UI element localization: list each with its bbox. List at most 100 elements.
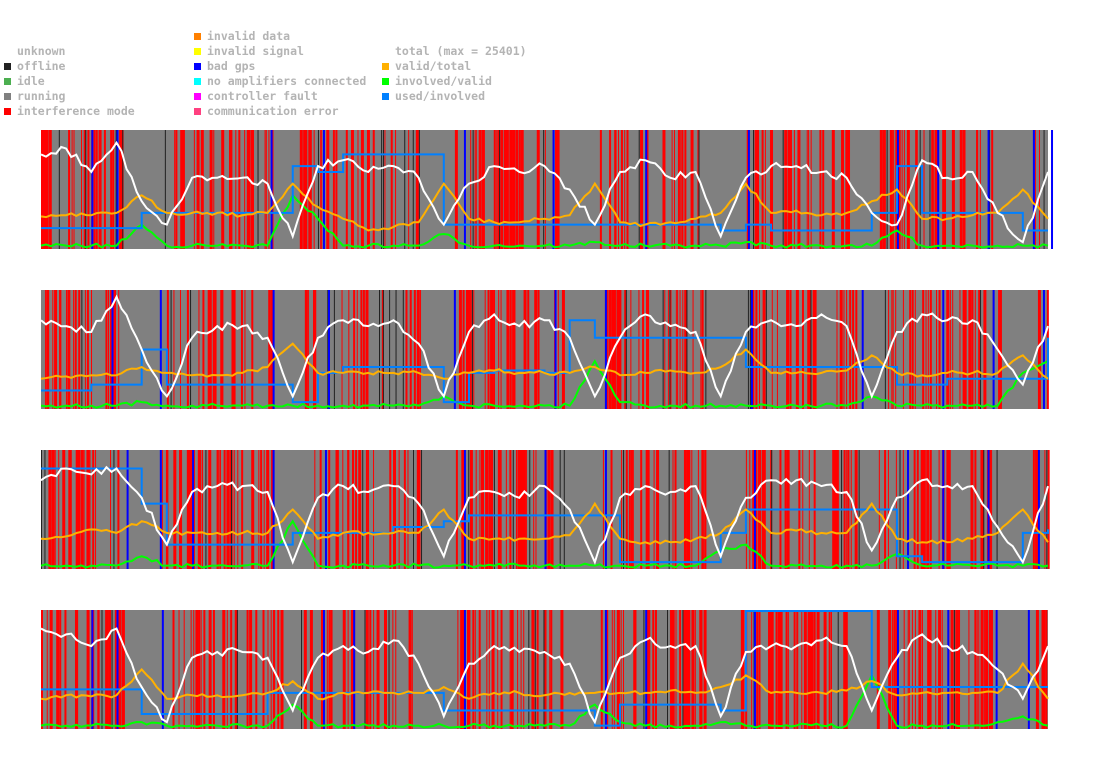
interference-stripe [493, 130, 496, 249]
interference-stripe [625, 450, 628, 569]
legend-label: invalid data [207, 29, 291, 43]
offline-stripe [534, 610, 536, 729]
interference-stripe [84, 290, 86, 409]
interference-stripe [493, 290, 496, 409]
interference-stripe [384, 130, 386, 249]
bad-gps-stripe [116, 610, 119, 729]
legend-label: running [17, 89, 66, 103]
interference-stripe [610, 450, 613, 569]
interference-stripe [606, 610, 609, 729]
interference-stripe [697, 450, 699, 569]
valid-total-line [40, 342, 1049, 380]
interference-stripe [626, 130, 629, 249]
interference-stripe [692, 290, 694, 409]
offline-stripe [884, 290, 886, 409]
interference-stripe [212, 610, 215, 729]
bad-gps-stripe [116, 130, 119, 249]
interference-stripe [787, 610, 789, 729]
valid-total-line [40, 501, 1049, 545]
interference-stripe [670, 290, 672, 409]
legend-swatch [194, 108, 201, 115]
interference-stripe [535, 450, 537, 569]
interference-stripe [672, 450, 674, 569]
interference-stripe [974, 290, 976, 409]
offline-stripe [563, 450, 565, 569]
interference-stripe [988, 610, 991, 729]
interference-stripe [796, 610, 799, 729]
interference-stripe [991, 450, 993, 569]
interference-stripe [56, 610, 60, 729]
offline-stripe [749, 290, 751, 409]
interference-stripe [971, 290, 974, 409]
interference-stripe [645, 450, 649, 569]
interference-stripe [775, 610, 778, 729]
offline-stripe [382, 290, 384, 409]
offline-stripe [421, 450, 423, 569]
interference-stripe [86, 290, 89, 409]
interference-stripe [522, 450, 524, 569]
interference-stripe [1045, 610, 1048, 729]
interference-stripe [807, 290, 810, 409]
interference-stripe [383, 610, 387, 729]
interference-stripe [620, 130, 623, 249]
interference-stripe [936, 290, 938, 409]
bad-gps-stripe [1032, 130, 1035, 249]
interference-stripe [251, 290, 254, 409]
interference-stripe [909, 290, 912, 409]
offline-stripe [662, 290, 664, 409]
interference-stripe [497, 610, 499, 729]
interference-stripe [938, 610, 942, 729]
interference-stripe [214, 290, 217, 409]
interference-stripe [51, 450, 55, 569]
interference-stripe [500, 130, 504, 249]
interference-stripe [70, 450, 72, 569]
bad-gps-stripe [942, 450, 945, 569]
interference-stripe [740, 610, 744, 729]
interference-stripe [335, 130, 338, 249]
interference-stripe [407, 450, 409, 569]
interference-stripe [416, 290, 420, 409]
bad-gps-stripe [753, 610, 756, 729]
interference-stripe [500, 290, 502, 409]
bad-gps-stripe [159, 450, 162, 569]
interference-stripe [789, 290, 792, 409]
bad-gps-stripe [604, 290, 607, 409]
interference-stripe [929, 450, 932, 569]
offline-stripe [41, 450, 42, 569]
interference-stripe [846, 290, 848, 409]
interference-stripe [653, 450, 655, 569]
bad-gps-stripe [544, 450, 547, 569]
interference-stripe [319, 450, 322, 569]
total-line [40, 465, 1049, 565]
interference-stripe [935, 610, 937, 729]
interference-stripe [831, 610, 833, 729]
interference-stripe [647, 450, 650, 569]
interference-stripe [200, 450, 202, 569]
interference-stripe [208, 610, 212, 729]
interference-stripe [314, 290, 317, 409]
interference-stripe [73, 130, 75, 249]
offline-stripe [301, 610, 303, 729]
interference-stripe [958, 610, 961, 729]
interference-stripe [784, 130, 788, 249]
interference-stripe [408, 130, 410, 249]
interference-stripe [244, 130, 246, 249]
interference-stripe [537, 290, 540, 409]
interference-stripe [193, 130, 195, 249]
interference-stripe [369, 610, 372, 729]
interference-stripe [216, 450, 219, 569]
interference-stripe [914, 290, 916, 409]
interference-stripe [500, 450, 502, 569]
interference-stripe [952, 290, 954, 409]
interference-stripe [962, 290, 966, 409]
interference-stripe [642, 290, 645, 409]
interference-stripe [989, 610, 993, 729]
interference-stripe [68, 450, 72, 569]
interference-stripe [455, 450, 458, 569]
interference-stripe [1032, 450, 1035, 569]
interference-stripe [788, 130, 792, 249]
interference-stripe [951, 130, 955, 249]
interference-stripe [202, 290, 205, 409]
interference-stripe [615, 130, 617, 249]
interference-stripe [362, 290, 365, 409]
